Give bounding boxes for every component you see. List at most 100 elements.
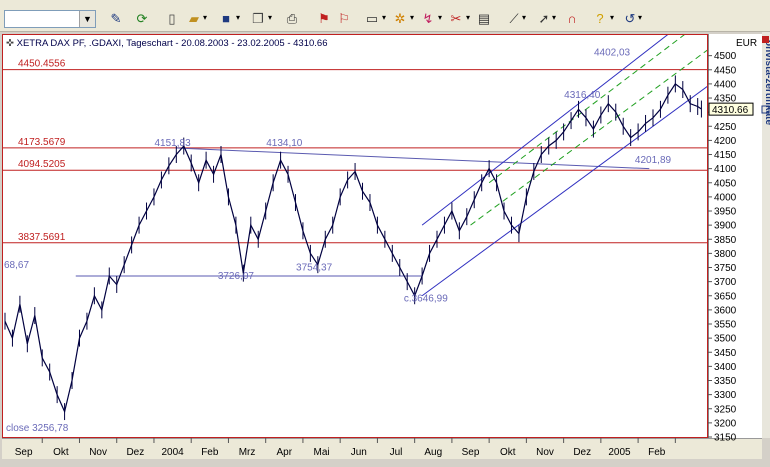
- chevron-down-icon[interactable]: ▾: [610, 13, 615, 22]
- x-tick-label: Aug: [424, 447, 442, 458]
- last-price-label: 4310.66: [712, 105, 749, 116]
- y-tick-label: 4350: [714, 94, 737, 105]
- price-annotation: 3754,37: [296, 262, 333, 273]
- checkbox-icon: [761, 105, 770, 114]
- refresh-icon[interactable]: ⟳: [136, 11, 148, 26]
- window-icon[interactable]: ▭: [365, 11, 379, 26]
- indicator-icon[interactable]: ✲: [394, 11, 406, 26]
- flag-alt-icon[interactable]: ⚐: [338, 11, 350, 26]
- horizontal-level-label: 4450.4556: [18, 59, 66, 70]
- price-annotation: c.3646,99: [404, 293, 448, 304]
- x-tick-label: Feb: [648, 447, 666, 458]
- y-tick-label: 3150: [714, 433, 737, 444]
- copy-icon[interactable]: ❐: [252, 11, 264, 26]
- y-tick-label: 3250: [714, 404, 737, 415]
- close-icon: [762, 36, 769, 43]
- chevron-down-icon[interactable]: ▾: [438, 13, 443, 22]
- x-tick-label: Mai: [313, 447, 329, 458]
- chart-title-text: XETRA DAX PF, .GDAXI, Tageschart - 20.08…: [16, 38, 328, 49]
- help-icon[interactable]: ?: [596, 11, 604, 26]
- x-tick-label: Dez: [573, 447, 591, 458]
- x-tick-label: Mrz: [239, 447, 256, 458]
- chevron-down-icon[interactable]: ▾: [236, 13, 241, 22]
- y-tick-label: 3650: [714, 291, 737, 302]
- undo-icon[interactable]: ↺: [624, 11, 636, 26]
- y-tick-label: 3600: [714, 305, 737, 316]
- y-tick-label: 3350: [714, 376, 737, 387]
- y-tick-label: 4250: [714, 122, 737, 133]
- horizontal-scrollbar[interactable]: [0, 459, 770, 467]
- pen-icon[interactable]: ✎: [110, 11, 122, 26]
- pointer-icon[interactable]: ➚: [538, 11, 550, 26]
- y-tick-label: 3750: [714, 263, 737, 274]
- horizontal-level-label: 4094.5205: [18, 159, 66, 170]
- chevron-down-icon[interactable]: ▾: [203, 13, 208, 22]
- x-tick-label: 2005: [608, 447, 631, 458]
- x-tick-label: 2004: [161, 447, 184, 458]
- save-icon[interactable]: ■: [222, 11, 230, 26]
- y-tick-label: 4450: [714, 65, 737, 76]
- open-folder-icon[interactable]: ▰: [189, 11, 199, 26]
- trendlines-group: [4, 35, 707, 421]
- chart-title: ✜ XETRA DAX PF, .GDAXI, Tageschart - 20.…: [6, 38, 327, 49]
- toolbar: ▼ ✎ ⟳ ▯ ▰ ▾ ■ ▾ ❐ ▾ ⎙ ⚑ ⚐ ▭ ▾ ✲ ▾ ↯ ▾ ✂ …: [0, 0, 770, 32]
- price-axis-panel: [708, 34, 762, 438]
- y-tick-label: 3550: [714, 320, 737, 331]
- chart-area[interactable]: [2, 34, 708, 438]
- x-tick-label: Dez: [126, 447, 144, 458]
- y-tick-label: 4050: [714, 178, 737, 189]
- chevron-down-icon[interactable]: ▾: [552, 13, 557, 22]
- side-panel: [762, 32, 770, 438]
- close-label: close 3256,78: [6, 423, 69, 434]
- chevron-down-icon[interactable]: ▾: [522, 13, 527, 22]
- y-tick-label: 4400: [714, 79, 737, 90]
- symbol-combo[interactable]: ▼: [4, 10, 96, 28]
- trend-line: [176, 147, 650, 170]
- y-tick-label: 3500: [714, 334, 737, 345]
- chevron-down-icon[interactable]: ▾: [410, 13, 415, 22]
- y-tick-label: 3300: [714, 390, 737, 401]
- price-annotation: 4134,10: [266, 138, 303, 149]
- line-tool-icon[interactable]: ⟋: [509, 11, 519, 26]
- x-tick-label: Apr: [277, 447, 293, 458]
- x-tick-label: Feb: [201, 447, 219, 458]
- start-label: 68,67: [4, 260, 29, 271]
- horizontal-level-label: 3837.5691: [18, 232, 66, 243]
- price-series-line: [4, 83, 702, 414]
- trend-line: [421, 86, 707, 297]
- trend-icon[interactable]: ↯: [422, 11, 434, 26]
- x-tick-label: Nov: [536, 447, 554, 458]
- x-tick-label: Jul: [390, 447, 403, 458]
- y-tick-label: 4000: [714, 192, 737, 203]
- price-annotation: 4151,83: [155, 138, 192, 149]
- chevron-down-icon[interactable]: ▾: [268, 13, 273, 22]
- y-tick-label: 4100: [714, 164, 737, 175]
- x-tick-label: Sep: [462, 447, 480, 458]
- y-tick-label: 3900: [714, 221, 737, 232]
- price-annotation: 4402,03: [594, 48, 631, 59]
- x-tick-label: Okt: [500, 447, 516, 458]
- chevron-down-icon[interactable]: ▾: [466, 13, 471, 22]
- y-tick-label: 3200: [714, 418, 737, 429]
- chevron-down-icon[interactable]: ▼: [79, 11, 95, 27]
- tools-icon[interactable]: ✂: [450, 11, 462, 26]
- magnet-icon[interactable]: ∩: [567, 11, 577, 26]
- y-tick-label: 4200: [714, 136, 737, 147]
- y-tick-label: 4500: [714, 51, 737, 62]
- y-tick-label: 3450: [714, 348, 737, 359]
- flag-icon[interactable]: ⚑: [318, 11, 330, 26]
- price-annotation: 4316,40: [564, 90, 601, 101]
- properties-icon[interactable]: ▤: [477, 11, 491, 26]
- x-tick-label: Okt: [53, 447, 69, 458]
- new-document-icon[interactable]: ▯: [168, 11, 176, 26]
- crosshair-icon: ✜: [6, 38, 14, 49]
- x-tick-label: Nov: [89, 447, 107, 458]
- time-axis-panel: [2, 438, 762, 459]
- currency-label: EUR: [736, 38, 758, 49]
- print-icon[interactable]: ⎙: [286, 11, 298, 26]
- chevron-down-icon[interactable]: ▾: [382, 13, 387, 22]
- y-tick-label: 3950: [714, 207, 737, 218]
- chevron-down-icon[interactable]: ▾: [638, 13, 643, 22]
- dashed-channel-line: [488, 35, 685, 184]
- last-price-box: [708, 102, 754, 116]
